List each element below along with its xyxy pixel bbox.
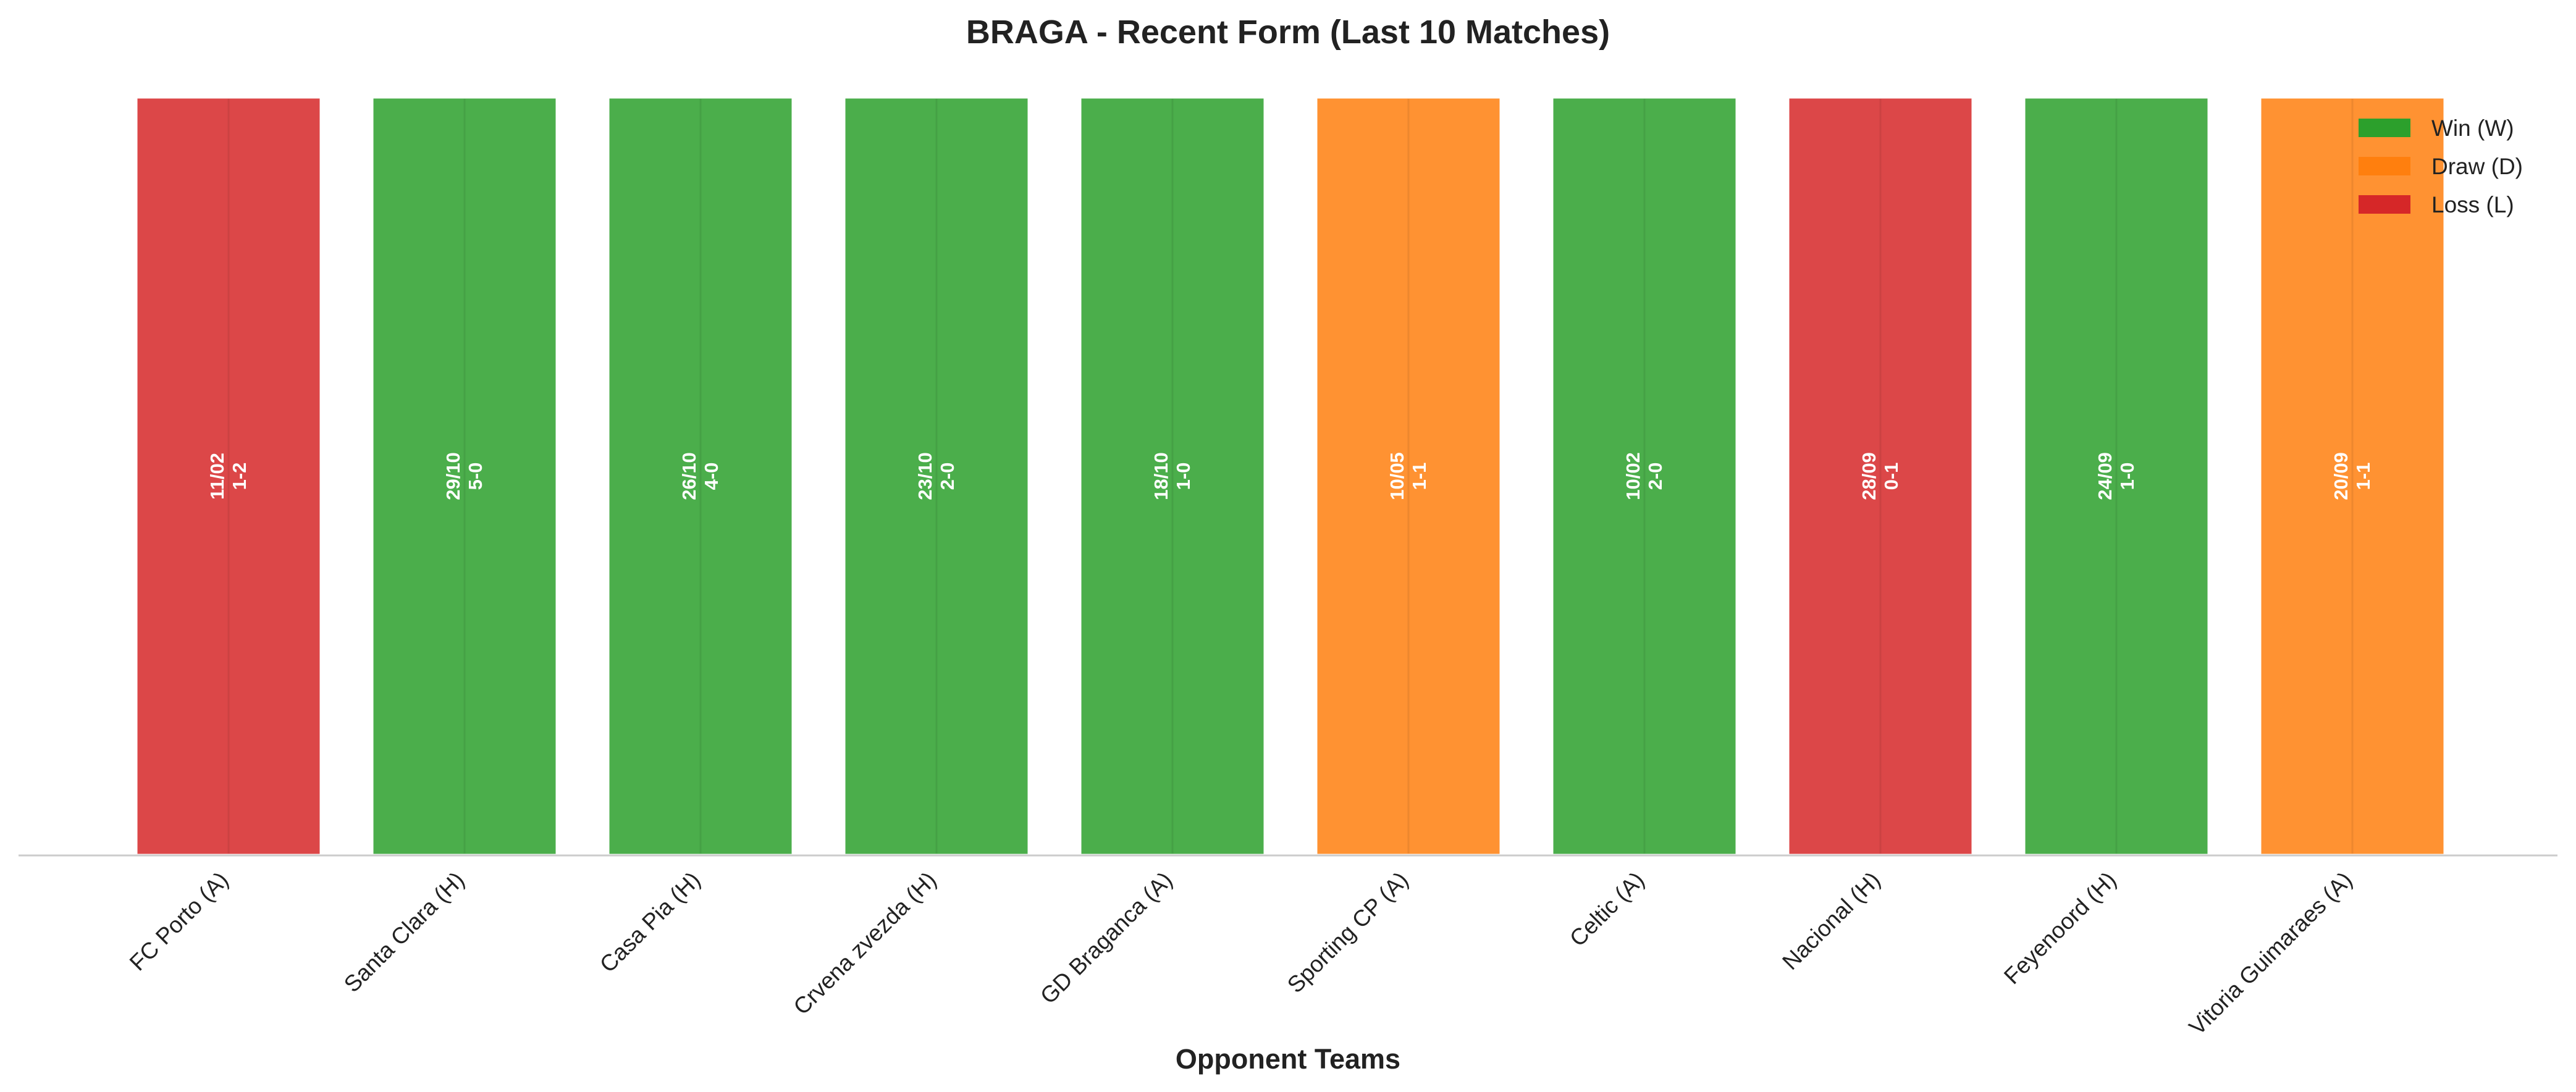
x-tick-label: Feyenoord (H) bbox=[1999, 867, 2121, 989]
bar-label: 26/104-0 bbox=[678, 452, 722, 500]
bar-4 bbox=[842, 95, 1031, 857]
bar-score-label: 5-0 bbox=[465, 463, 486, 490]
x-tick-label: Crvena zvezda (H) bbox=[789, 867, 941, 1020]
bar-7 bbox=[1550, 95, 1739, 857]
x-tick-label: GD Braganca (A) bbox=[1035, 867, 1177, 1009]
x-tick-label: Nacional (H) bbox=[1777, 867, 1885, 975]
x-axis-label: Opponent Teams bbox=[1176, 1043, 1400, 1075]
bar-label: 18/101-0 bbox=[1150, 452, 1194, 500]
bar-score-label: 1-0 bbox=[2116, 463, 2138, 490]
bar-5 bbox=[1078, 95, 1267, 857]
bar-date-label: 29/10 bbox=[442, 452, 464, 500]
bar-label: 10/051-1 bbox=[1386, 452, 1430, 500]
x-tick-label: Sporting CP (A) bbox=[1282, 867, 1413, 998]
bar-score-label: 1-2 bbox=[229, 463, 250, 490]
bar-label: 23/102-0 bbox=[914, 452, 958, 500]
x-tick-label: FC Porto (A) bbox=[125, 867, 234, 976]
bar-date-label: 20/09 bbox=[2330, 452, 2352, 500]
bar-label: 29/105-0 bbox=[442, 452, 486, 500]
bar-score-label: 0-1 bbox=[1880, 463, 1902, 490]
bar-10 bbox=[2258, 95, 2447, 857]
bar-label: 24/091-0 bbox=[2094, 452, 2138, 500]
bar-score-label: 1-1 bbox=[1408, 463, 1430, 490]
bar-date-label: 26/10 bbox=[678, 452, 700, 500]
bar-1 bbox=[134, 95, 323, 857]
bar-score-label: 1-0 bbox=[1172, 463, 1194, 490]
bar-score-label: 1-1 bbox=[2352, 463, 2374, 490]
bar-date-label: 23/10 bbox=[914, 452, 936, 500]
x-tick-label: Santa Clara (H) bbox=[339, 867, 469, 998]
x-tick-labels: FC Porto (A) Santa Clara (H) Casa Pia (H) C… bbox=[125, 867, 2357, 1040]
legend-swatch-w bbox=[2359, 119, 2410, 137]
x-tick-label: Vitoria Guimaraes (A) bbox=[2184, 867, 2357, 1040]
bar-score-label: 4-0 bbox=[701, 463, 722, 490]
bar-score-label: 2-0 bbox=[1644, 463, 1666, 490]
bar-3 bbox=[606, 95, 795, 857]
bars-group: 11/021-2 29/105-0 26/104-0 23/102-0 18/101-0… bbox=[134, 95, 2447, 857]
legend-swatch-d bbox=[2359, 157, 2410, 175]
bar-label: 10/022-0 bbox=[1622, 452, 1666, 500]
bar-2 bbox=[370, 95, 559, 857]
x-tick-label: Casa Pia (H) bbox=[595, 867, 705, 978]
chart-title: BRAGA - Recent Form (Last 10 Matches) bbox=[966, 14, 1610, 51]
bar-date-label: 18/10 bbox=[1150, 452, 1172, 500]
bar-date-label: 28/09 bbox=[1858, 452, 1880, 500]
bar-label: 20/091-1 bbox=[2330, 452, 2374, 500]
bar-label: 11/021-2 bbox=[206, 453, 250, 500]
bar-6 bbox=[1314, 95, 1503, 857]
bar-date-label: 10/05 bbox=[1386, 452, 1408, 500]
legend-swatch-l bbox=[2359, 195, 2410, 214]
legend-label-d: Draw (D) bbox=[2431, 154, 2523, 179]
bar-date-label: 24/09 bbox=[2094, 452, 2116, 500]
bar-score-label: 2-0 bbox=[937, 463, 958, 490]
legend-label-l: Loss (L) bbox=[2431, 192, 2514, 217]
legend: Win (W) Draw (D) Loss (L) bbox=[2359, 116, 2523, 217]
bar-date-label: 11/02 bbox=[206, 453, 228, 500]
legend-label-w: Win (W) bbox=[2431, 116, 2514, 141]
bar-label: 28/090-1 bbox=[1858, 452, 1902, 500]
x-tick-label: Celtic (A) bbox=[1565, 867, 1649, 952]
bar-date-label: 10/02 bbox=[1622, 452, 1644, 500]
